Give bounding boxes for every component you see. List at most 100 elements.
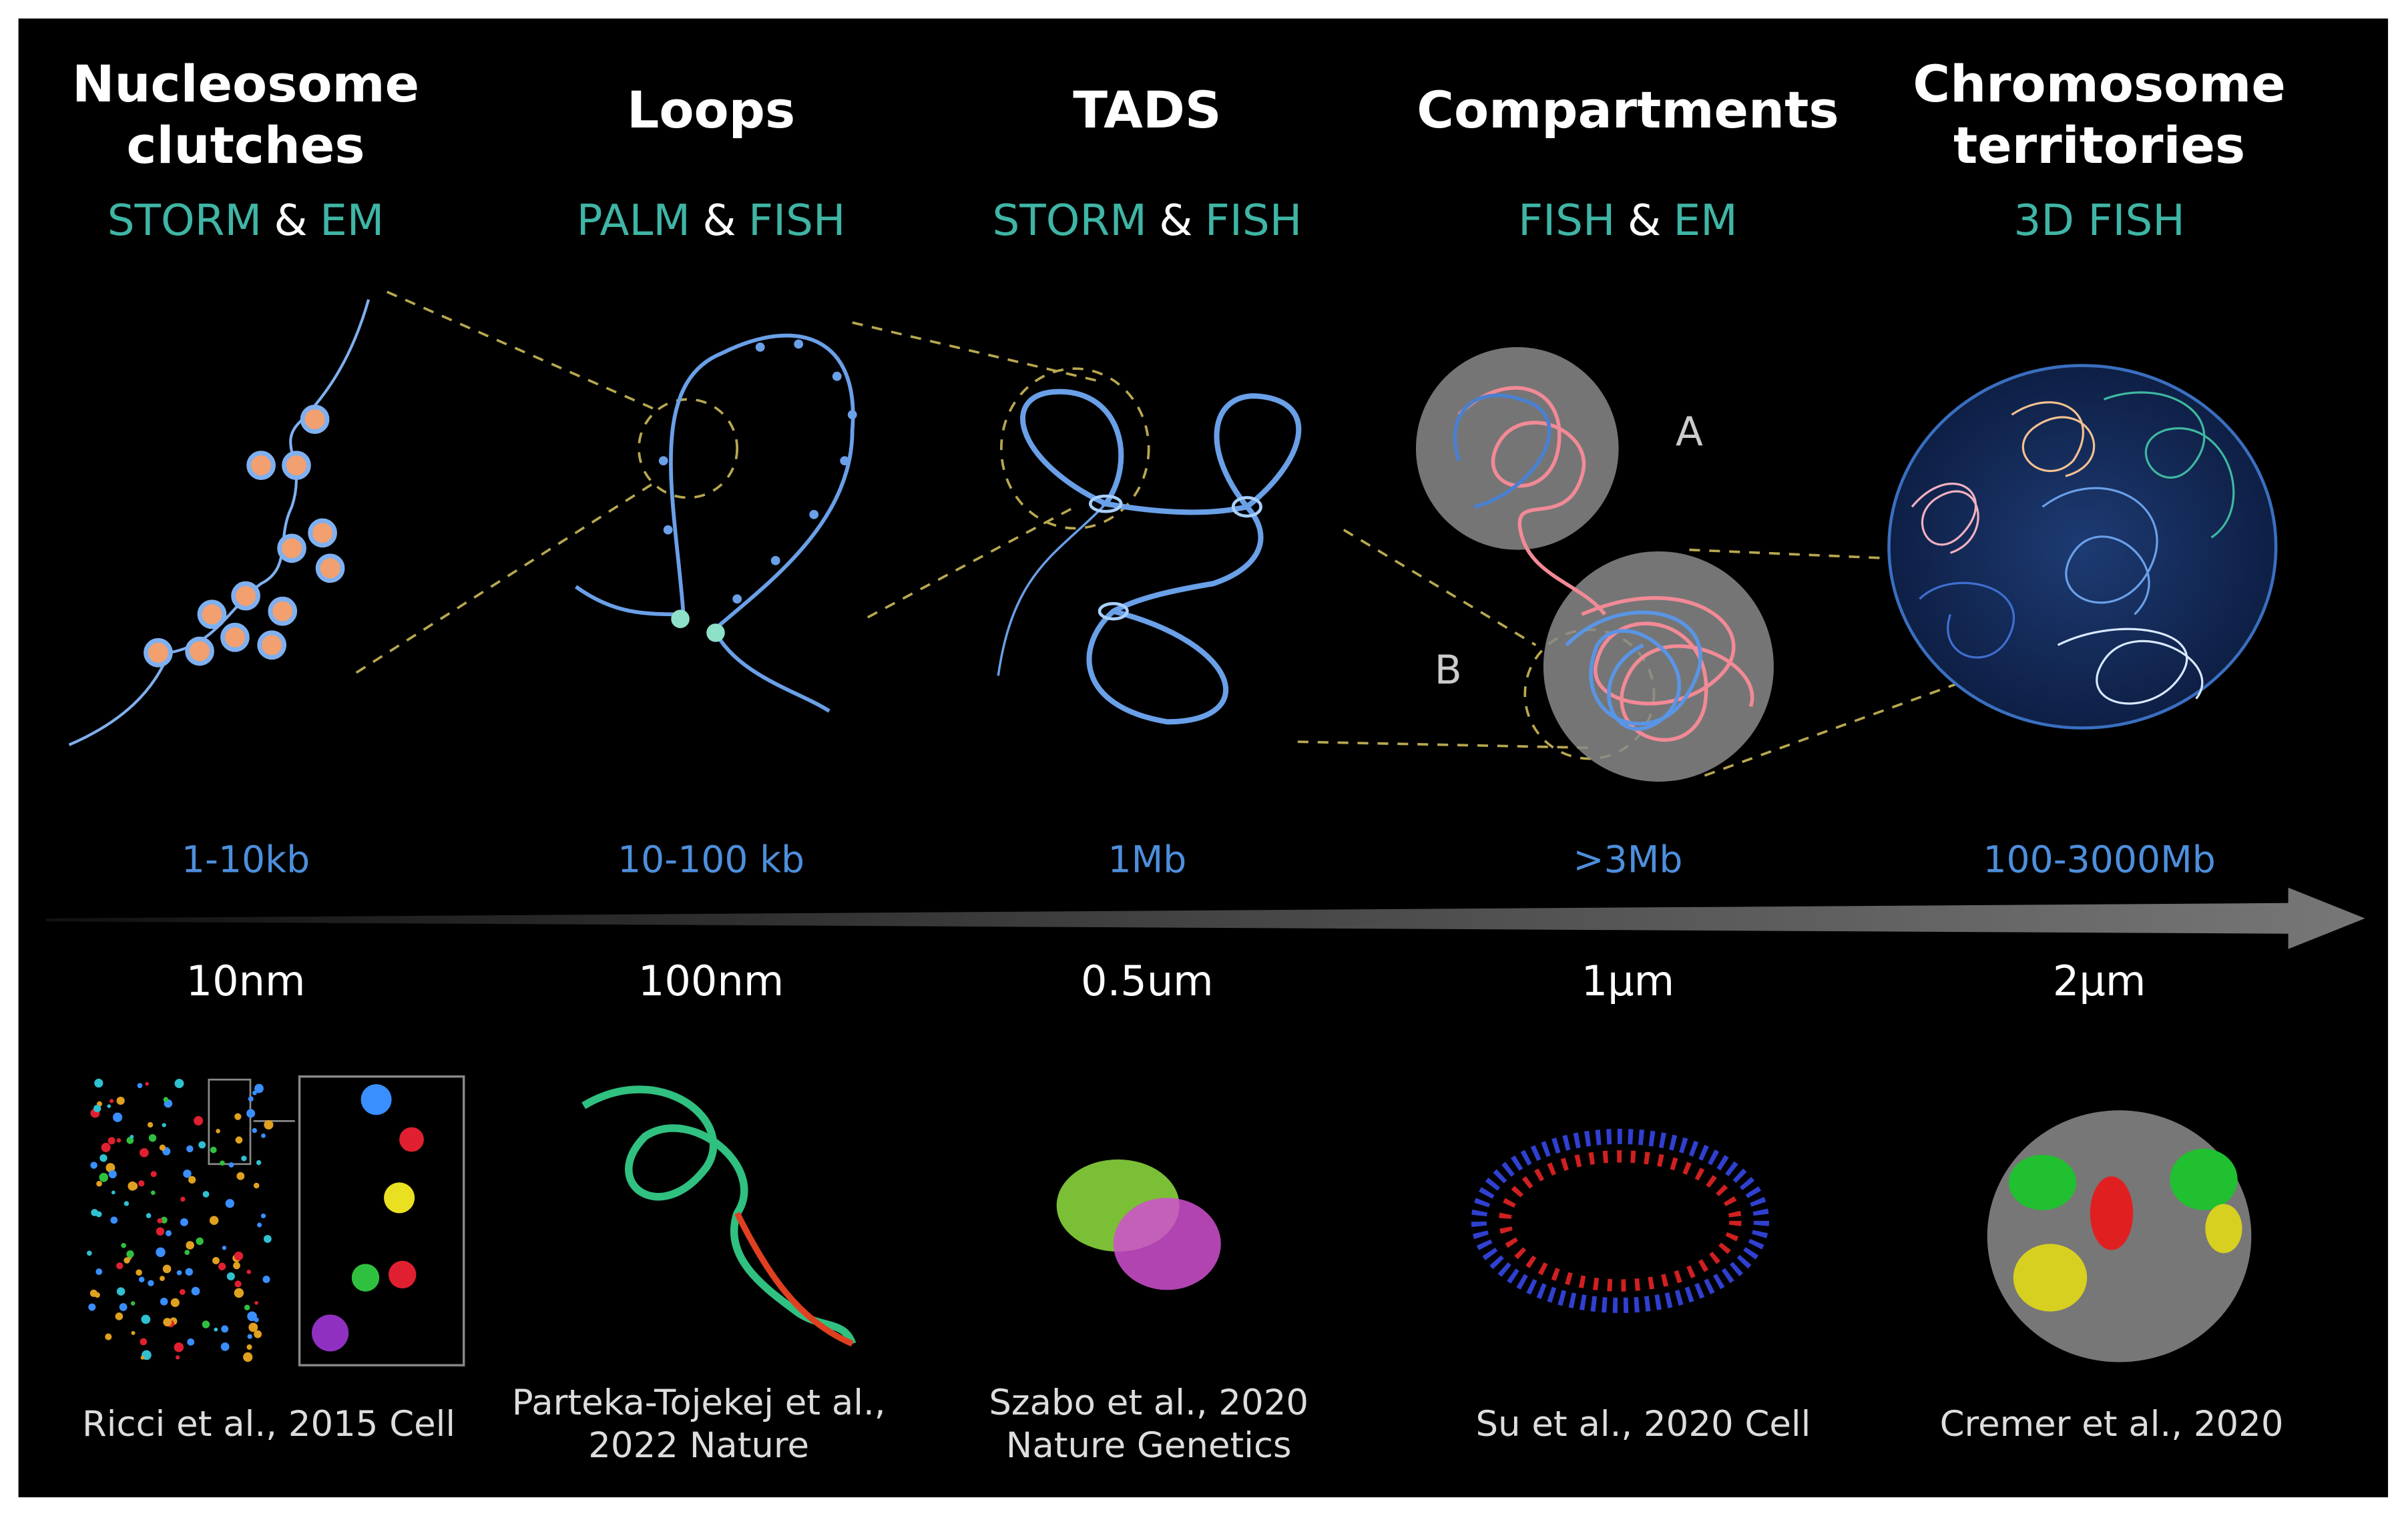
micrograph-dot <box>228 1162 234 1168</box>
micrograph-dot <box>214 1327 218 1332</box>
column-title: Nucleosome <box>72 55 419 113</box>
column-title: Chromosome <box>1913 55 2285 113</box>
method-part: PALM <box>577 196 690 246</box>
method-part: FISH <box>1518 196 1615 246</box>
micrograph-dot <box>140 1355 145 1360</box>
citation: 2022 Nature <box>588 1425 809 1466</box>
physical-scale: 100nm <box>638 957 784 1005</box>
method-part: EM <box>320 196 384 246</box>
micrograph-dot <box>170 1298 180 1307</box>
micrograph-dot <box>247 1334 252 1339</box>
column-title: territories <box>1953 116 2245 175</box>
method-part: STORM <box>993 196 1147 246</box>
micrograph-dot <box>159 1144 166 1151</box>
micrograph-dot <box>156 1227 165 1236</box>
micrograph-dot <box>150 1171 157 1178</box>
micrograph-dot <box>126 1250 134 1258</box>
micrograph-dot <box>202 1320 210 1328</box>
micrograph-dot <box>176 1270 182 1276</box>
micrograph-dot <box>254 1083 264 1093</box>
micrograph-dot <box>179 1288 186 1295</box>
micrograph-dot <box>216 1129 220 1133</box>
micrograph-dot <box>246 1344 252 1350</box>
micrograph-dot <box>233 1262 240 1270</box>
genomic-size: 1-10kb <box>182 839 310 882</box>
citation: Ricci et al., 2015 Cell <box>82 1404 455 1445</box>
method-part: & <box>274 196 307 246</box>
physical-scale: 0.5um <box>1081 957 1214 1005</box>
micrograph-dot <box>248 1096 254 1102</box>
micrograph-dot <box>220 1342 230 1351</box>
micrograph-dot <box>241 1156 247 1162</box>
micrograph-dot <box>156 1247 166 1258</box>
micrograph-dot <box>198 1141 206 1149</box>
micrograph-dot <box>262 1275 270 1284</box>
micrograph-dot <box>234 1113 242 1120</box>
micrograph-dot <box>140 1148 149 1158</box>
micrograph-dot <box>175 1355 180 1360</box>
micrograph-dot <box>246 1269 252 1274</box>
micrograph-dot <box>263 1235 272 1243</box>
micrograph-dot <box>256 1160 262 1166</box>
micrograph-dot <box>110 1216 118 1224</box>
micrograph-dot <box>94 1292 100 1298</box>
micrograph-dot <box>252 1127 258 1133</box>
micrograph-dot <box>254 1317 259 1322</box>
micrograph-dot <box>95 1211 102 1218</box>
micrograph-dot <box>243 1352 253 1362</box>
micrograph-dot <box>116 1287 126 1296</box>
micrograph-dot <box>109 1099 114 1103</box>
micrograph-dot <box>188 1176 196 1184</box>
citation: Nature Genetics <box>1006 1425 1292 1466</box>
micrograph-dot <box>163 1318 172 1326</box>
micrograph-dot <box>146 1213 152 1218</box>
micrograph-dot <box>225 1199 234 1208</box>
territory-illustration <box>1887 364 2278 730</box>
micrograph-dot <box>184 1250 190 1255</box>
micrograph-dot <box>180 1218 188 1226</box>
physical-scale: 10nm <box>186 957 306 1005</box>
micrograph-dot <box>99 1154 107 1162</box>
micrograph-dot <box>212 1257 220 1264</box>
micrograph-dot <box>116 1138 122 1143</box>
micrograph-dot <box>220 1160 225 1166</box>
column-title: Compartments <box>1417 81 1839 140</box>
method: PALM & FISH <box>577 196 846 246</box>
micrograph-dot <box>126 1137 134 1144</box>
method-part: FISH <box>748 196 845 246</box>
micrograph-dot <box>180 1196 186 1202</box>
micrograph-dot <box>254 1300 258 1305</box>
column-title: Loops <box>627 81 795 140</box>
micrograph-dot <box>162 1264 172 1274</box>
method-part: & <box>1159 196 1192 246</box>
micrograph-dot <box>116 1096 125 1105</box>
micrograph-dot <box>218 1262 226 1270</box>
micrograph-dot <box>226 1272 235 1281</box>
genomic-size: 10-100 kb <box>618 839 804 882</box>
micrograph-dot <box>210 1146 217 1154</box>
genomic-size: >3Mb <box>1573 839 1682 882</box>
micrograph-dot <box>95 1268 103 1275</box>
method-part: EM <box>1673 196 1737 246</box>
micrograph-dot <box>150 1190 156 1196</box>
method: STORM & FISH <box>993 196 1302 246</box>
micrograph-dot <box>128 1181 138 1191</box>
micrograph-dot <box>244 1304 250 1310</box>
micrograph-dot <box>235 1136 243 1144</box>
micrograph-dot <box>141 1314 151 1324</box>
method: 3D FISH <box>2013 196 2184 246</box>
method-part: STORM <box>107 196 262 246</box>
micrograph-dot <box>90 1162 97 1169</box>
compartment-label: B <box>1435 647 1462 694</box>
method-part: FISH <box>1205 196 1302 246</box>
nucleosome-illustration <box>68 299 371 746</box>
micrograph-dot <box>260 1213 266 1219</box>
micrograph-dot <box>257 1222 262 1228</box>
micrograph-dot <box>264 1119 274 1130</box>
micrograph-dot <box>88 1303 96 1311</box>
micrograph-dot <box>160 1216 168 1224</box>
micrograph-dot <box>107 1137 115 1145</box>
micrograph-dot <box>101 1142 111 1152</box>
micrograph-dot <box>234 1280 242 1288</box>
tad-illustration <box>997 389 1302 725</box>
